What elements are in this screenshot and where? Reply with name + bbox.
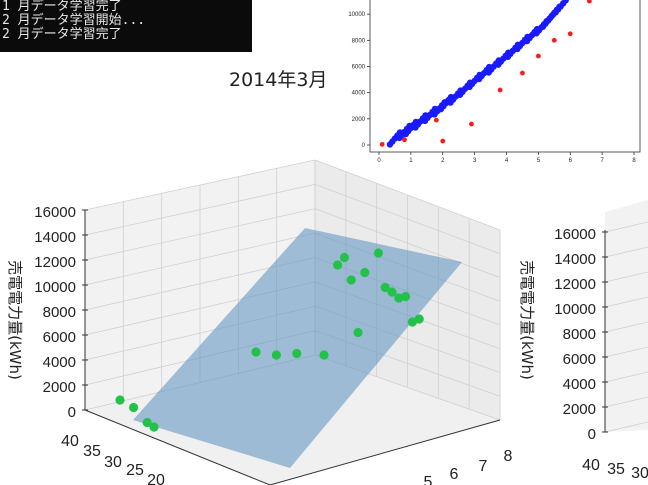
z-tick-label-2: 10000 — [554, 301, 596, 318]
data-point-3d — [149, 422, 159, 432]
data-point-outlier — [567, 31, 573, 37]
grid-line — [604, 421, 648, 433]
x-tick-label: 1 — [409, 158, 413, 164]
data-point — [562, 0, 569, 4]
z-tick-label: 0 — [68, 404, 76, 421]
data-point-3d — [319, 350, 329, 360]
data-point-outlier — [520, 70, 525, 76]
data-point-outlier — [586, 0, 592, 4]
data-point-3d — [339, 252, 349, 263]
y-tick-label: 25 — [126, 462, 144, 479]
z-tick-label: 2000 — [43, 379, 76, 396]
data-point-3d — [387, 287, 397, 297]
terminal-line: 2 月データ学習開始... — [2, 13, 146, 28]
data-point-3d — [333, 260, 343, 270]
x-axis — [269, 419, 501, 485]
x-tick-label: 5 — [424, 474, 433, 485]
z-tick-label-2: 12000 — [554, 276, 596, 293]
data-point-3d — [360, 267, 370, 278]
z-tick-label: 16000 — [34, 204, 76, 221]
x-tick-label: 8 — [504, 448, 513, 465]
y-tick-label: 10000 — [348, 12, 365, 18]
z-tick-label: 8000 — [43, 304, 76, 321]
z-axis-label: 売電電力量(kWh) — [6, 260, 24, 380]
data-point-outlier — [497, 87, 503, 93]
z-tick-label: 14000 — [34, 229, 76, 246]
terminal-output: 1 月データ学習完了 2 月データ学習開始... 2 月データ学習完了 — [0, 0, 252, 52]
terminal-line: 2 月データ学習完了 — [2, 27, 122, 42]
data-point-outlier — [402, 137, 407, 143]
z-tick-label-2: 8000 — [563, 326, 596, 343]
data-point-outlier — [379, 141, 385, 147]
z-tick-label: 4000 — [43, 354, 76, 371]
y-tick-label: 20 — [147, 472, 165, 485]
month-title: 2014年3月 — [229, 69, 328, 91]
grid-line — [604, 271, 648, 283]
z-tick-label: 12000 — [34, 254, 76, 271]
y-tick-label: 4000 — [352, 91, 366, 97]
data-point-3d — [401, 291, 411, 302]
z-tick-label-2: 0 — [588, 426, 596, 443]
y-tick-label: 6000 — [352, 65, 366, 71]
grid-line — [604, 296, 648, 308]
data-point-outlier — [535, 53, 541, 59]
grid-line — [604, 371, 648, 383]
grid-line — [604, 346, 648, 358]
z-tick-label-2: 4000 — [563, 376, 596, 393]
data-point-3d — [251, 347, 261, 357]
y-tick-label: 30 — [104, 454, 122, 471]
y-tick-label: 35 — [83, 443, 101, 460]
y-tick-label: 2000 — [352, 117, 366, 123]
x-tick-label: 7 — [600, 158, 604, 164]
data-point-3d — [346, 275, 356, 285]
y-tick-label-2: 35 — [607, 461, 625, 478]
z-tick-label-2: 14000 — [554, 251, 596, 268]
x-tick-label: 3 — [473, 158, 477, 164]
data-point-outlier — [440, 138, 446, 144]
x-tick-label: 2 — [441, 158, 445, 164]
y-axis — [84, 409, 271, 485]
data-point-outlier — [469, 121, 474, 127]
y-tick-label-2: 40 — [582, 457, 600, 474]
data-point-3d — [271, 350, 281, 360]
x-tick-label: 7 — [479, 458, 488, 475]
y-tick-label: 8000 — [352, 38, 366, 44]
data-point-outlier — [433, 117, 439, 123]
data-point-3d — [414, 314, 424, 324]
x-tick-label: 5 — [537, 158, 541, 164]
grid-line — [604, 396, 648, 408]
x-tick-label: 6 — [569, 158, 573, 164]
data-point-3d — [292, 348, 302, 359]
data-point-3d — [373, 248, 383, 258]
grid-line — [604, 246, 648, 258]
y-tick-label: 0 — [362, 143, 366, 149]
data-point-outlier — [551, 37, 557, 43]
regression-plane — [133, 228, 462, 468]
data-point-3d — [380, 282, 390, 293]
terminal-line: 1 月データ学習完了 — [2, 0, 122, 14]
back-pane-left-2 — [605, 200, 648, 432]
x-tick-label: 8 — [632, 158, 636, 164]
y-tick-label-2: 30 — [631, 465, 648, 482]
grid-line — [604, 221, 648, 233]
x-tick-label: 6 — [450, 466, 459, 483]
z-tick-label-2: 16000 — [554, 226, 596, 243]
z-axis-label-2: 売電電力量(kWh) — [518, 260, 536, 380]
data-point-3d — [115, 395, 125, 405]
z-tick-label-2: 6000 — [563, 351, 596, 368]
data-point-3d — [353, 327, 363, 338]
z-tick-label-2: 2000 — [563, 401, 596, 418]
data-point-3d — [129, 402, 139, 413]
grid-line — [604, 321, 648, 333]
z-tick-label: 6000 — [43, 329, 76, 346]
z-tick-label: 10000 — [34, 279, 76, 296]
x-tick-label: 0 — [377, 158, 381, 164]
x-tick-label: 4 — [505, 158, 509, 164]
data-point-3d — [142, 417, 152, 428]
y-tick-label: 40 — [61, 433, 79, 450]
